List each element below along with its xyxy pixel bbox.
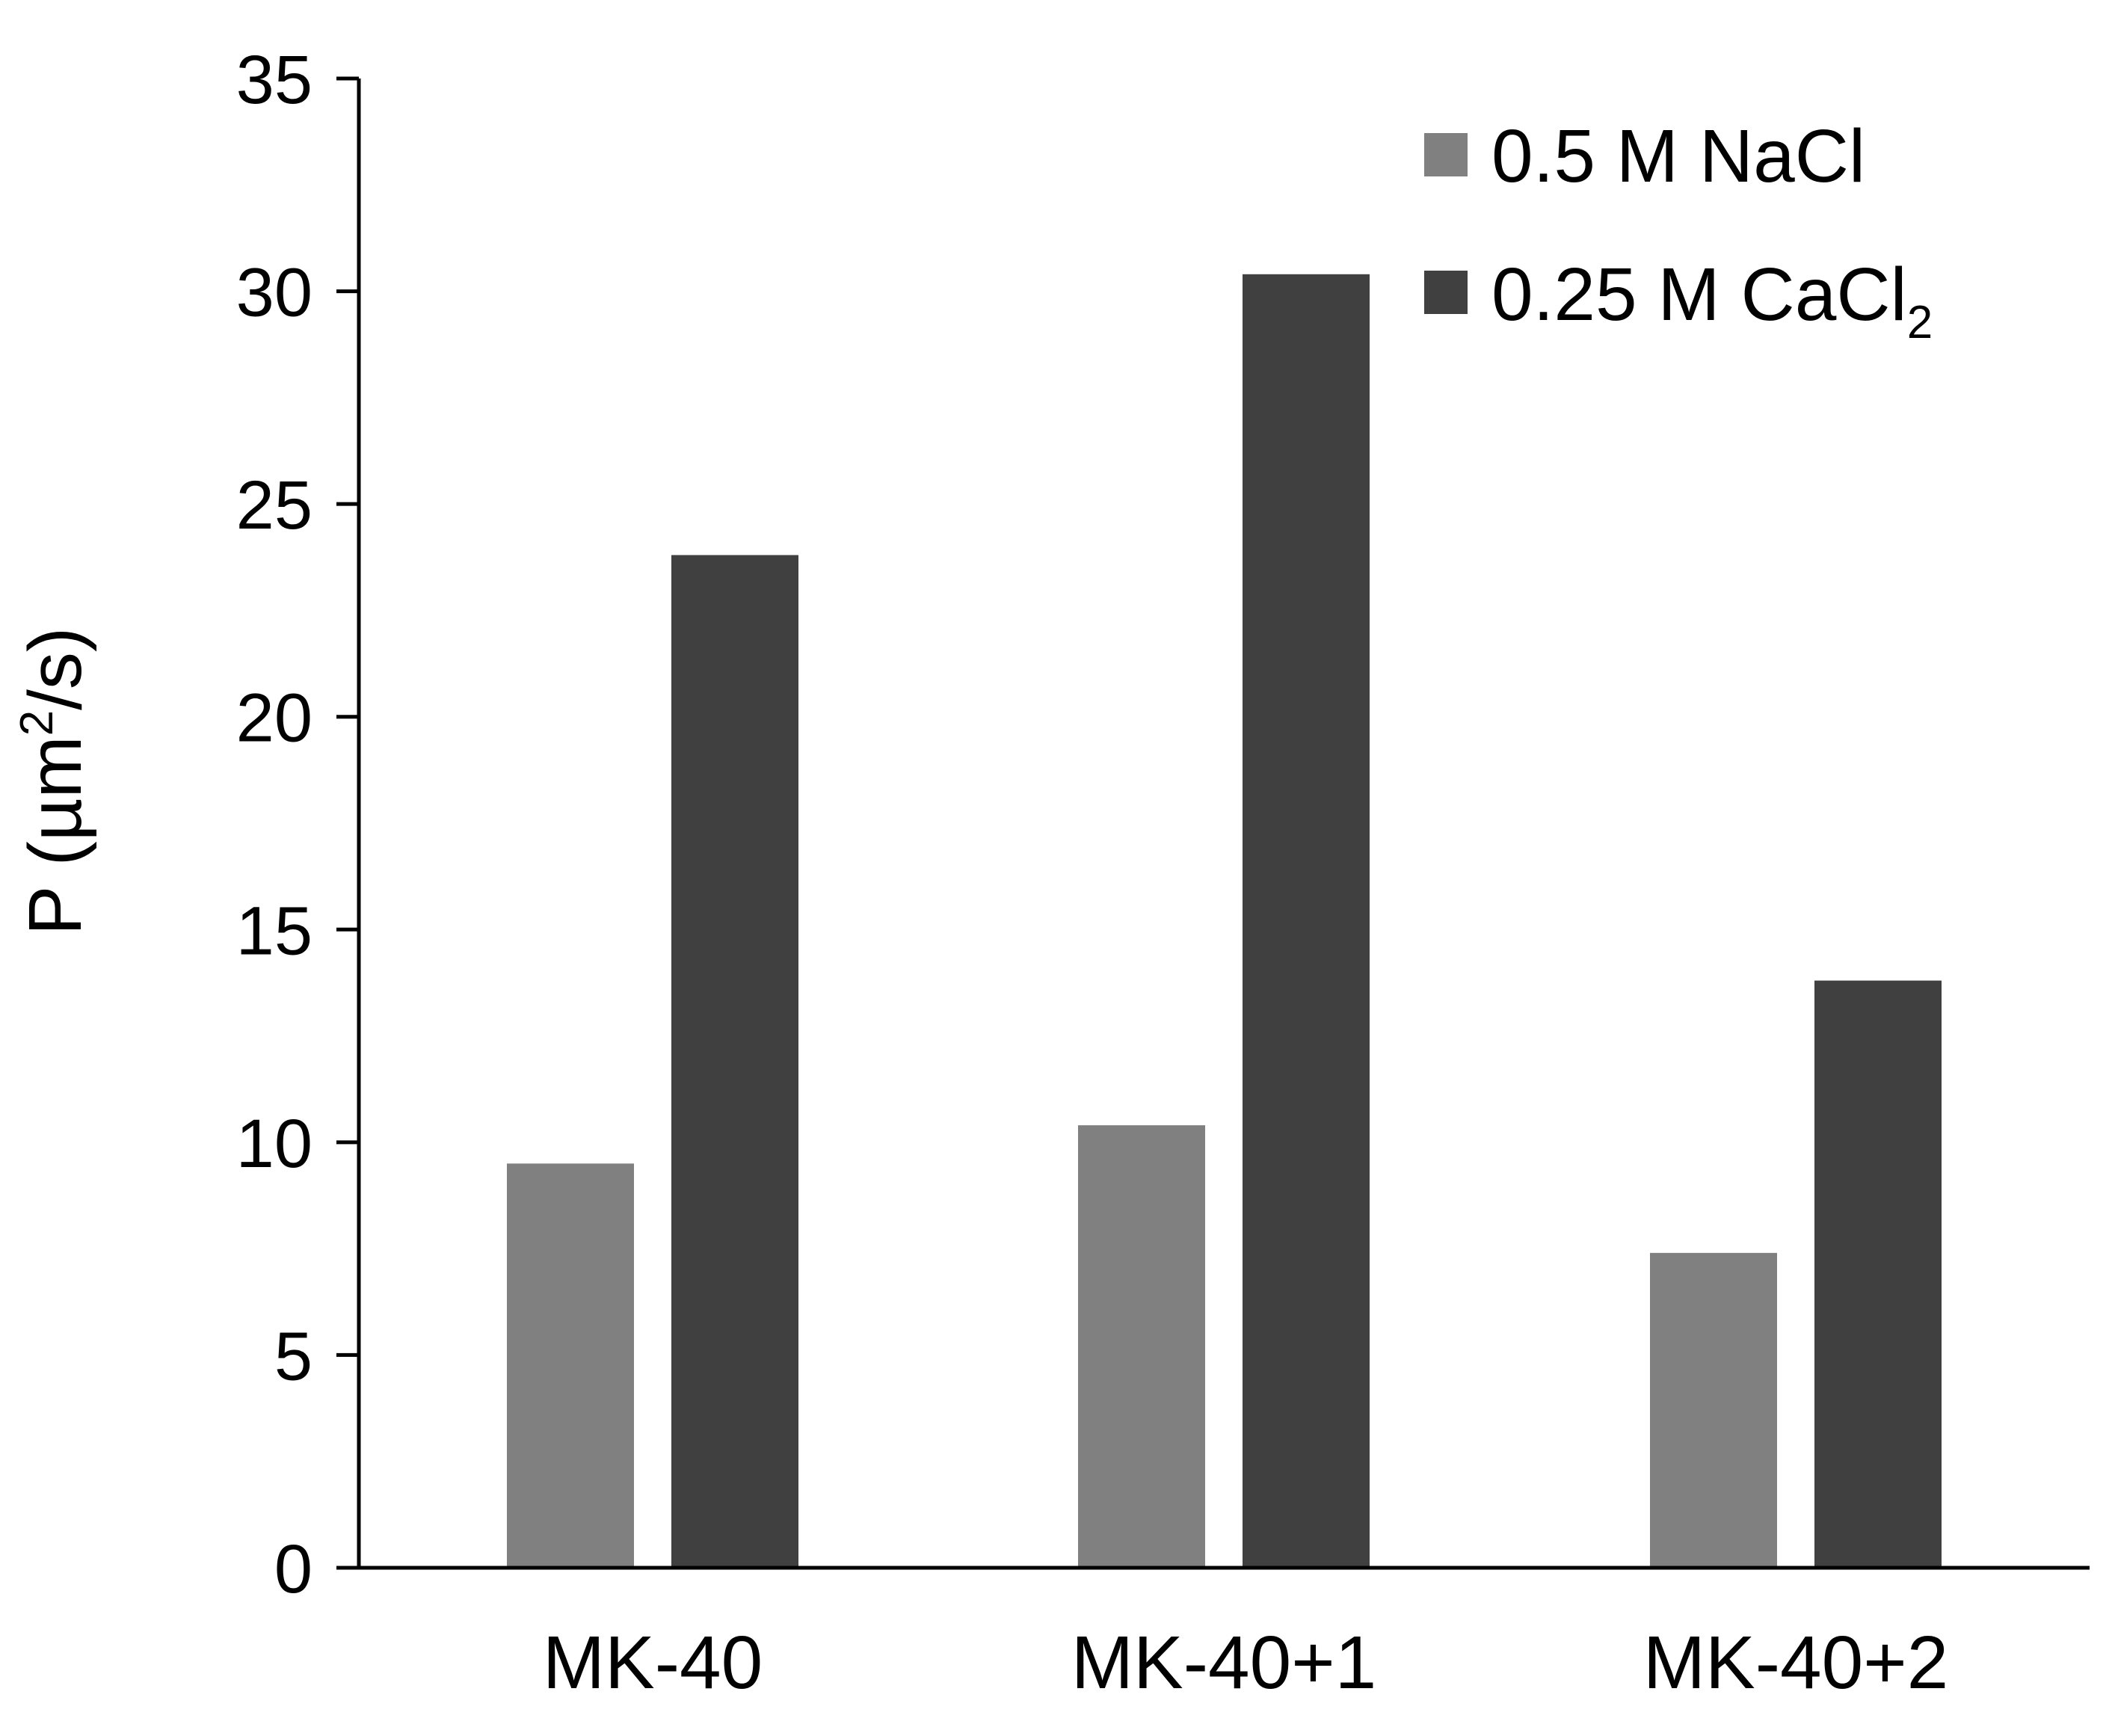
bar-mk-40-series-0 — [507, 1163, 634, 1568]
y-axis-title-tail: /s) — [13, 627, 97, 710]
y-axis-title-main: P (µm — [13, 736, 97, 935]
x-category-label: MK-40+1 — [1071, 1621, 1377, 1705]
y-tick-label: 20 — [236, 680, 313, 757]
category-labels-group: MK-40 MK-40+1 MK-40+2 — [543, 1621, 1949, 1705]
legend-swatch-nacl — [1424, 133, 1468, 176]
legend-label-cacl2-sub: 2 — [1907, 297, 1933, 348]
y-tick-label: 35 — [236, 42, 313, 118]
legend-label-cacl2: 0.25 M CaCl2 — [1491, 253, 1933, 348]
bar-mk-40+2-series-0 — [1650, 1252, 1777, 1568]
y-axis-title: P (µm2/s) — [11, 627, 97, 935]
legend: 0.5 M NaCl 0.25 M CaCl2 — [1424, 114, 1933, 348]
legend-label-nacl: 0.5 M NaCl — [1491, 114, 1865, 198]
y-tick-label: 0 — [274, 1531, 313, 1607]
y-tick-label: 25 — [236, 467, 313, 544]
bar-mk-40+1-series-0 — [1078, 1125, 1205, 1568]
y-ticks-group: 0 5 10 15 20 25 30 35 — [236, 42, 359, 1607]
bars-group — [507, 274, 1942, 1569]
y-axis-title-sup: 2 — [11, 710, 63, 736]
bar-mk-40+2-series-1 — [1814, 980, 1942, 1568]
y-tick-label: 30 — [236, 255, 313, 331]
axes-group — [336, 79, 2090, 1570]
bar-mk-40-series-1 — [671, 555, 798, 1569]
y-tick-label: 10 — [236, 1106, 313, 1182]
y-tick-label: 15 — [236, 893, 313, 969]
x-category-label: MK-40 — [543, 1621, 763, 1705]
legend-swatch-cacl2 — [1424, 271, 1468, 314]
bar-mk-40+1-series-1 — [1243, 274, 1370, 1569]
y-tick-label: 5 — [274, 1318, 313, 1394]
x-category-label: MK-40+2 — [1643, 1621, 1949, 1705]
